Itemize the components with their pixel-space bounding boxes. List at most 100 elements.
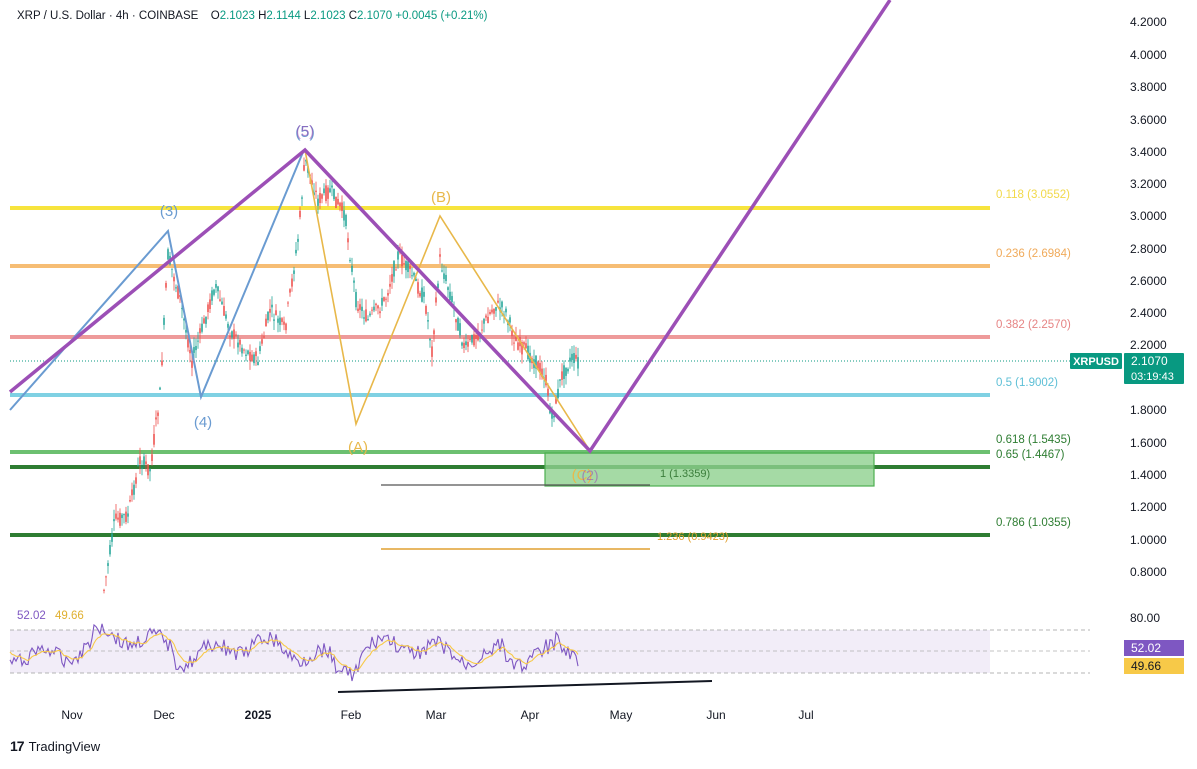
candle-body (107, 563, 109, 566)
candle-body (215, 284, 217, 288)
tradingview-brand[interactable]: 17 TradingView (10, 738, 100, 754)
candle-body (123, 514, 125, 516)
wave-blue-impulse[interactable] (9, 151, 304, 411)
candle-body (161, 360, 163, 366)
candle-body (395, 269, 397, 271)
exchange: COINBASE (138, 10, 199, 22)
candle-body (385, 298, 387, 300)
symbol-badge-bg (1070, 353, 1122, 369)
candle-body (321, 194, 323, 199)
interval[interactable]: 4h (115, 10, 129, 22)
candle-body (233, 329, 235, 339)
candle-body (325, 185, 327, 201)
candle-body (511, 330, 513, 337)
candle-body (509, 317, 511, 323)
price-axis[interactable]: 4.2000 4.0000 3.8000 3.6000 3.4000 3.2000 3.00… (1130, 15, 1167, 579)
candle-body (297, 238, 299, 242)
symbol-name[interactable]: XRP / U.S. Dollar (17, 10, 106, 22)
candle-body (219, 299, 221, 301)
candle-body (141, 467, 143, 469)
candle-body (183, 318, 185, 321)
candle-body (495, 307, 497, 311)
candle-body (335, 196, 337, 208)
candle-body (217, 286, 219, 292)
candle-body (129, 500, 131, 502)
candle-body (153, 434, 155, 445)
high-value: 2.1144 (266, 10, 301, 22)
time-axis[interactable]: Nov Dec 2025 Feb Mar Apr May Jun Jul (61, 708, 813, 722)
candle-body (271, 304, 273, 308)
candle-body (171, 268, 173, 270)
candle-body (431, 346, 433, 357)
price-tick-label: 2.8000 (1130, 242, 1167, 256)
candle-body (133, 484, 135, 495)
candle-body (239, 339, 241, 345)
price-tick-label: 1.8000 (1130, 403, 1167, 417)
candle-body (231, 331, 233, 338)
candle-body (109, 545, 111, 555)
rsi-line (9, 623, 579, 682)
candle-body (345, 214, 347, 226)
target-zone-box[interactable] (544, 452, 875, 487)
candle-body (367, 319, 369, 321)
candle-body (103, 589, 105, 591)
candle-body (449, 291, 451, 301)
time-tick-label: Mar (426, 708, 447, 722)
fib-label-0618: 0.618 (1.5435) (996, 434, 1071, 446)
projection-label-1: 1 (1.3359) (660, 468, 710, 480)
high-label: H (258, 10, 267, 22)
wave-label-3: (3) (160, 203, 178, 220)
candle-body (293, 270, 295, 274)
rsi-ma-badge-bg (1124, 658, 1184, 674)
candle-body (487, 316, 489, 324)
candle-body (313, 192, 315, 196)
candle-body (207, 304, 209, 313)
candle-body (489, 312, 491, 315)
wave-label-4: (4) (194, 414, 212, 431)
candle-body (211, 290, 213, 301)
candle-body (301, 197, 303, 199)
candle-body (265, 318, 267, 327)
candle-body (539, 363, 541, 373)
candle-body (329, 188, 331, 193)
open-label: O (210, 10, 220, 22)
fib-label-065: 0.65 (1.4467) (996, 449, 1065, 461)
change-value: +0.0045 (+0.21%) (395, 10, 488, 22)
candle-body (105, 576, 107, 578)
wave-label-5: (5) (295, 124, 315, 141)
rsi-divergence-line[interactable] (337, 680, 713, 693)
candle-body (537, 361, 539, 370)
candle-body (459, 323, 461, 336)
candle-body (457, 317, 459, 331)
candle-body (165, 283, 167, 288)
candle-body (383, 297, 385, 301)
candle-body (375, 303, 377, 306)
candle-body (197, 340, 199, 342)
candle-body (559, 379, 561, 381)
candle-body (259, 346, 261, 352)
candles-group[interactable] (103, 157, 579, 594)
candle-body (355, 292, 357, 308)
candle-body (389, 283, 391, 287)
candle-body (323, 188, 325, 194)
candle-body (255, 351, 257, 357)
wave-label-c: (C) (572, 467, 593, 484)
symbol-header[interactable]: XRP / U.S. Dollar · 4h · COINBASE O2.102… (17, 10, 488, 22)
candle-body (303, 165, 305, 171)
wave-label-5-overlay: (5) (296, 123, 314, 140)
low-value: 2.1023 (310, 10, 346, 22)
wave-purple-main[interactable] (8, 0, 892, 454)
price-scale-area[interactable] (1090, 0, 1197, 700)
candle-body (287, 302, 289, 304)
rsi-ma-line (9, 633, 579, 672)
candle-body (407, 261, 409, 272)
candle-body (145, 461, 147, 465)
candle-body (417, 282, 419, 294)
wave-yellow-abc[interactable] (304, 149, 591, 452)
candle-body (547, 388, 549, 396)
candle-body (433, 330, 435, 335)
candle-body (189, 349, 191, 354)
candle-body (281, 318, 283, 322)
